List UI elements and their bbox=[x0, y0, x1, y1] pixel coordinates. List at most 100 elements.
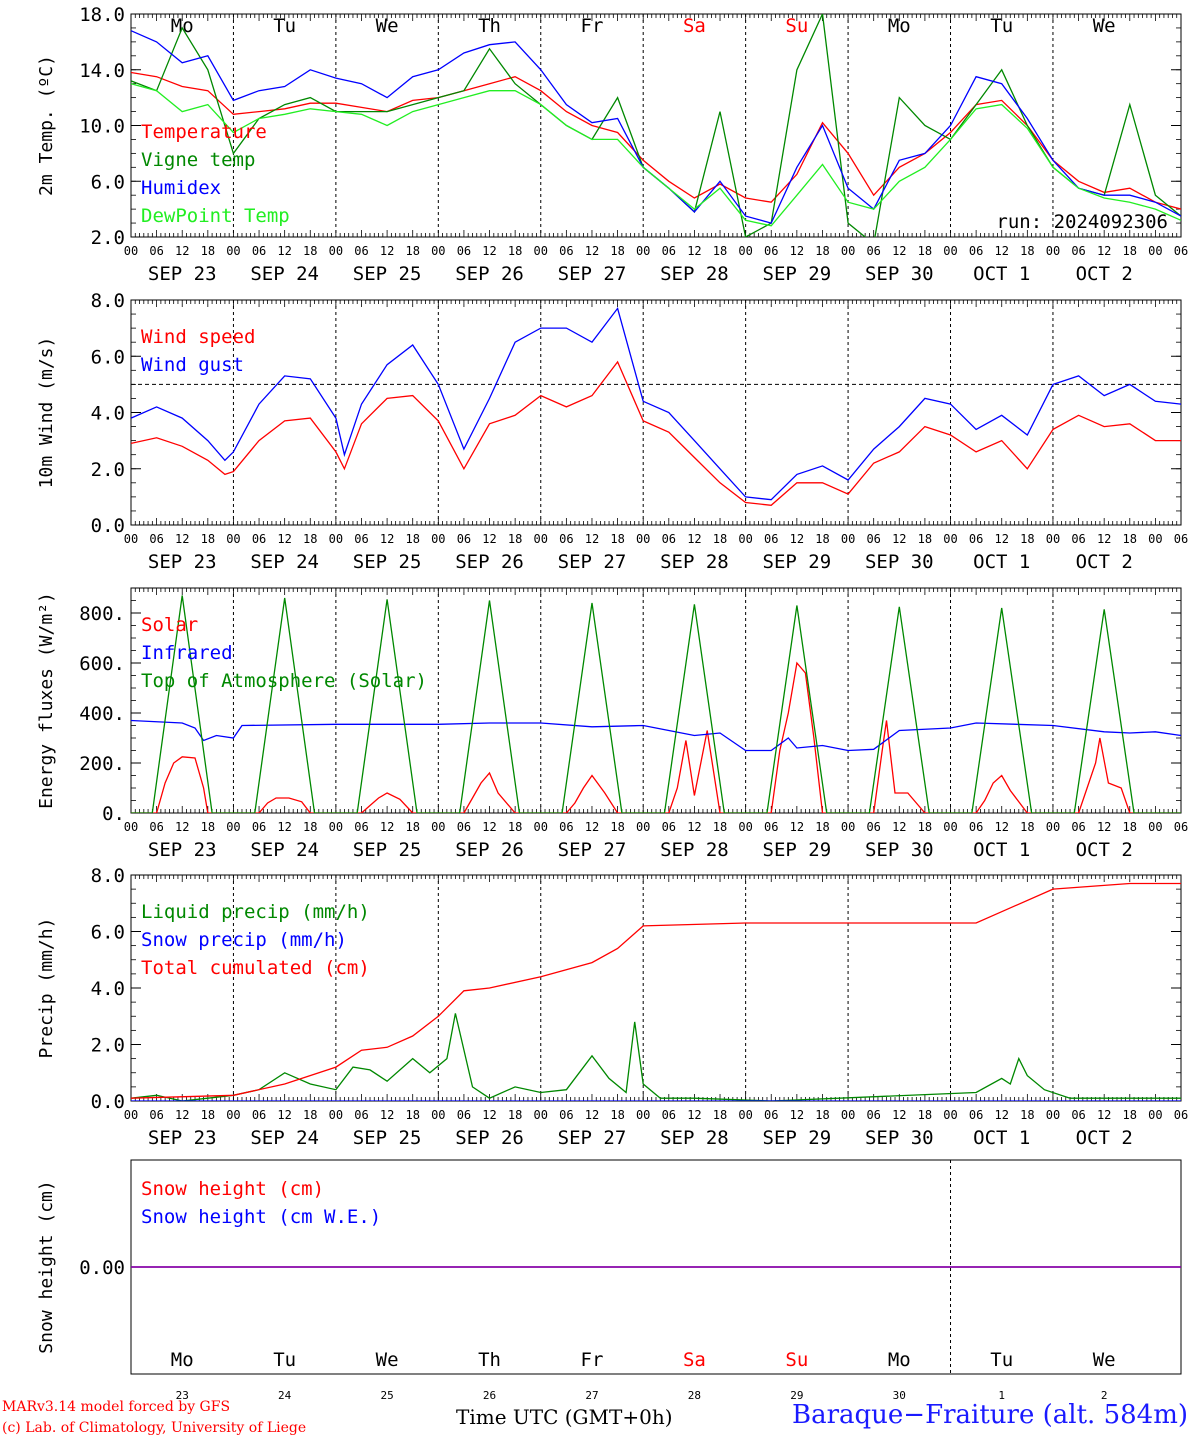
hour-tick-label: 06 bbox=[764, 532, 778, 546]
hour-tick-label: 06 bbox=[764, 244, 778, 258]
y-axis-title: 2m Temp. (ºC) bbox=[36, 55, 57, 196]
hour-tick-label: 06 bbox=[969, 1108, 983, 1122]
y-tick-label: 6.0 bbox=[91, 171, 125, 193]
hour-tick-label: 06 bbox=[149, 532, 163, 546]
date-label: SEP 29 bbox=[763, 839, 832, 861]
day-name-label: We bbox=[1093, 1349, 1116, 1371]
hour-tick-label: 12 bbox=[1097, 244, 1111, 258]
hour-tick-label: 12 bbox=[995, 532, 1009, 546]
y-tick-label: 10.0 bbox=[79, 116, 125, 138]
hour-tick-label: 18 bbox=[815, 820, 829, 834]
hour-tick-label: 12 bbox=[687, 244, 701, 258]
hour-tick-label: 12 bbox=[482, 1108, 496, 1122]
date-label: SEP 25 bbox=[353, 1127, 422, 1149]
date-label: SEP 30 bbox=[865, 1127, 934, 1149]
date-label: OCT 2 bbox=[1076, 839, 1133, 861]
hour-tick-label: 00 bbox=[124, 244, 138, 258]
hour-tick-label: 00 bbox=[1148, 532, 1162, 546]
y-tick-label: 2.0 bbox=[91, 227, 125, 249]
date-label: SEP 30 bbox=[865, 839, 934, 861]
hour-tick-label: 18 bbox=[508, 244, 522, 258]
hour-tick-label: 12 bbox=[585, 820, 599, 834]
hour-tick-label: 12 bbox=[585, 532, 599, 546]
date-label: OCT 1 bbox=[973, 1127, 1030, 1149]
day-name-label: Fr bbox=[581, 15, 604, 37]
y-tick-label: 0. bbox=[102, 803, 125, 825]
date-label: OCT 2 bbox=[1076, 263, 1133, 285]
day-name-label: Tu bbox=[273, 15, 296, 37]
hour-tick-label: 00 bbox=[124, 532, 138, 546]
legend-entry: Snow precip (mm/h) bbox=[141, 929, 347, 951]
hour-tick-label: 00 bbox=[329, 244, 343, 258]
hour-tick-label: 00 bbox=[841, 244, 855, 258]
hour-tick-label: 18 bbox=[713, 532, 727, 546]
hour-tick-label: 00 bbox=[534, 1108, 548, 1122]
y-tick-label: 6.0 bbox=[91, 346, 125, 368]
hour-tick-label: 18 bbox=[1020, 244, 1034, 258]
day-number-label: 2 bbox=[1101, 1389, 1108, 1402]
day-name-label: We bbox=[376, 1349, 399, 1371]
hour-tick-label: 06 bbox=[149, 820, 163, 834]
y-tick-label: 18.0 bbox=[79, 4, 125, 26]
hour-tick-label: 12 bbox=[380, 244, 394, 258]
hour-tick-label: 18 bbox=[815, 532, 829, 546]
day-name-label: Tu bbox=[990, 15, 1013, 37]
hour-tick-label: 18 bbox=[713, 244, 727, 258]
hour-tick-label: 12 bbox=[277, 532, 291, 546]
hour-tick-label: 06 bbox=[559, 820, 573, 834]
hour-tick-label: 00 bbox=[431, 820, 445, 834]
legend-entry: Top of Atmosphere (Solar) bbox=[141, 670, 427, 692]
hour-tick-label: 12 bbox=[1097, 1108, 1111, 1122]
hour-tick-label: 06 bbox=[662, 820, 676, 834]
date-label: SEP 25 bbox=[353, 263, 422, 285]
hour-tick-label: 18 bbox=[1020, 820, 1034, 834]
date-label: SEP 26 bbox=[455, 263, 524, 285]
hour-tick-label: 00 bbox=[124, 820, 138, 834]
hour-tick-label: 00 bbox=[943, 1108, 957, 1122]
day-name-label: Tu bbox=[990, 1349, 1013, 1371]
hour-tick-label: 06 bbox=[457, 244, 471, 258]
legend-entry: Vigne temp bbox=[141, 149, 255, 171]
hour-tick-label: 18 bbox=[918, 532, 932, 546]
hour-tick-label: 06 bbox=[764, 1108, 778, 1122]
day-name-label: We bbox=[376, 15, 399, 37]
day-number-label: 29 bbox=[790, 1389, 803, 1402]
series-line-total-cumulated-cm- bbox=[131, 882, 1181, 1099]
day-number-label: 26 bbox=[483, 1389, 496, 1402]
hour-tick-label: 12 bbox=[482, 532, 496, 546]
date-label: SEP 24 bbox=[250, 839, 319, 861]
hour-tick-label: 18 bbox=[405, 1108, 419, 1122]
hour-tick-label: 00 bbox=[329, 1108, 343, 1122]
hour-tick-label: 00 bbox=[943, 820, 957, 834]
y-tick-label: 14.0 bbox=[79, 60, 125, 82]
hour-tick-label: 18 bbox=[918, 1108, 932, 1122]
hour-tick-label: 00 bbox=[636, 1108, 650, 1122]
hour-tick-label: 00 bbox=[431, 532, 445, 546]
hour-tick-label: 00 bbox=[738, 1108, 752, 1122]
hour-tick-label: 18 bbox=[713, 1108, 727, 1122]
hour-tick-label: 18 bbox=[1123, 820, 1137, 834]
hour-tick-label: 18 bbox=[405, 532, 419, 546]
hour-tick-label: 18 bbox=[303, 532, 317, 546]
hour-tick-label: 06 bbox=[1071, 820, 1085, 834]
date-label: SEP 28 bbox=[660, 839, 729, 861]
panel-frame-wind bbox=[130, 299, 1182, 526]
y-tick-label: 600. bbox=[79, 653, 125, 675]
hour-tick-label: 00 bbox=[124, 1108, 138, 1122]
day-name-label: Su bbox=[785, 15, 808, 37]
hour-tick-label: 00 bbox=[534, 244, 548, 258]
hour-tick-label: 00 bbox=[636, 820, 650, 834]
hour-tick-label: 00 bbox=[329, 820, 343, 834]
legend-entry: Temperature bbox=[141, 121, 267, 143]
date-label: SEP 29 bbox=[763, 1127, 832, 1149]
hour-tick-label: 06 bbox=[969, 820, 983, 834]
hour-tick-label: 00 bbox=[1148, 1108, 1162, 1122]
hour-tick-label: 06 bbox=[866, 820, 880, 834]
hour-tick-label: 12 bbox=[175, 1108, 189, 1122]
date-label: SEP 23 bbox=[148, 839, 217, 861]
legend-entry: Humidex bbox=[141, 177, 221, 199]
hour-tick-label: 06 bbox=[252, 532, 266, 546]
series-line-liquid-precip-mm-h- bbox=[131, 1013, 1181, 1101]
hour-tick-label: 18 bbox=[610, 244, 624, 258]
hour-tick-label: 18 bbox=[815, 1108, 829, 1122]
